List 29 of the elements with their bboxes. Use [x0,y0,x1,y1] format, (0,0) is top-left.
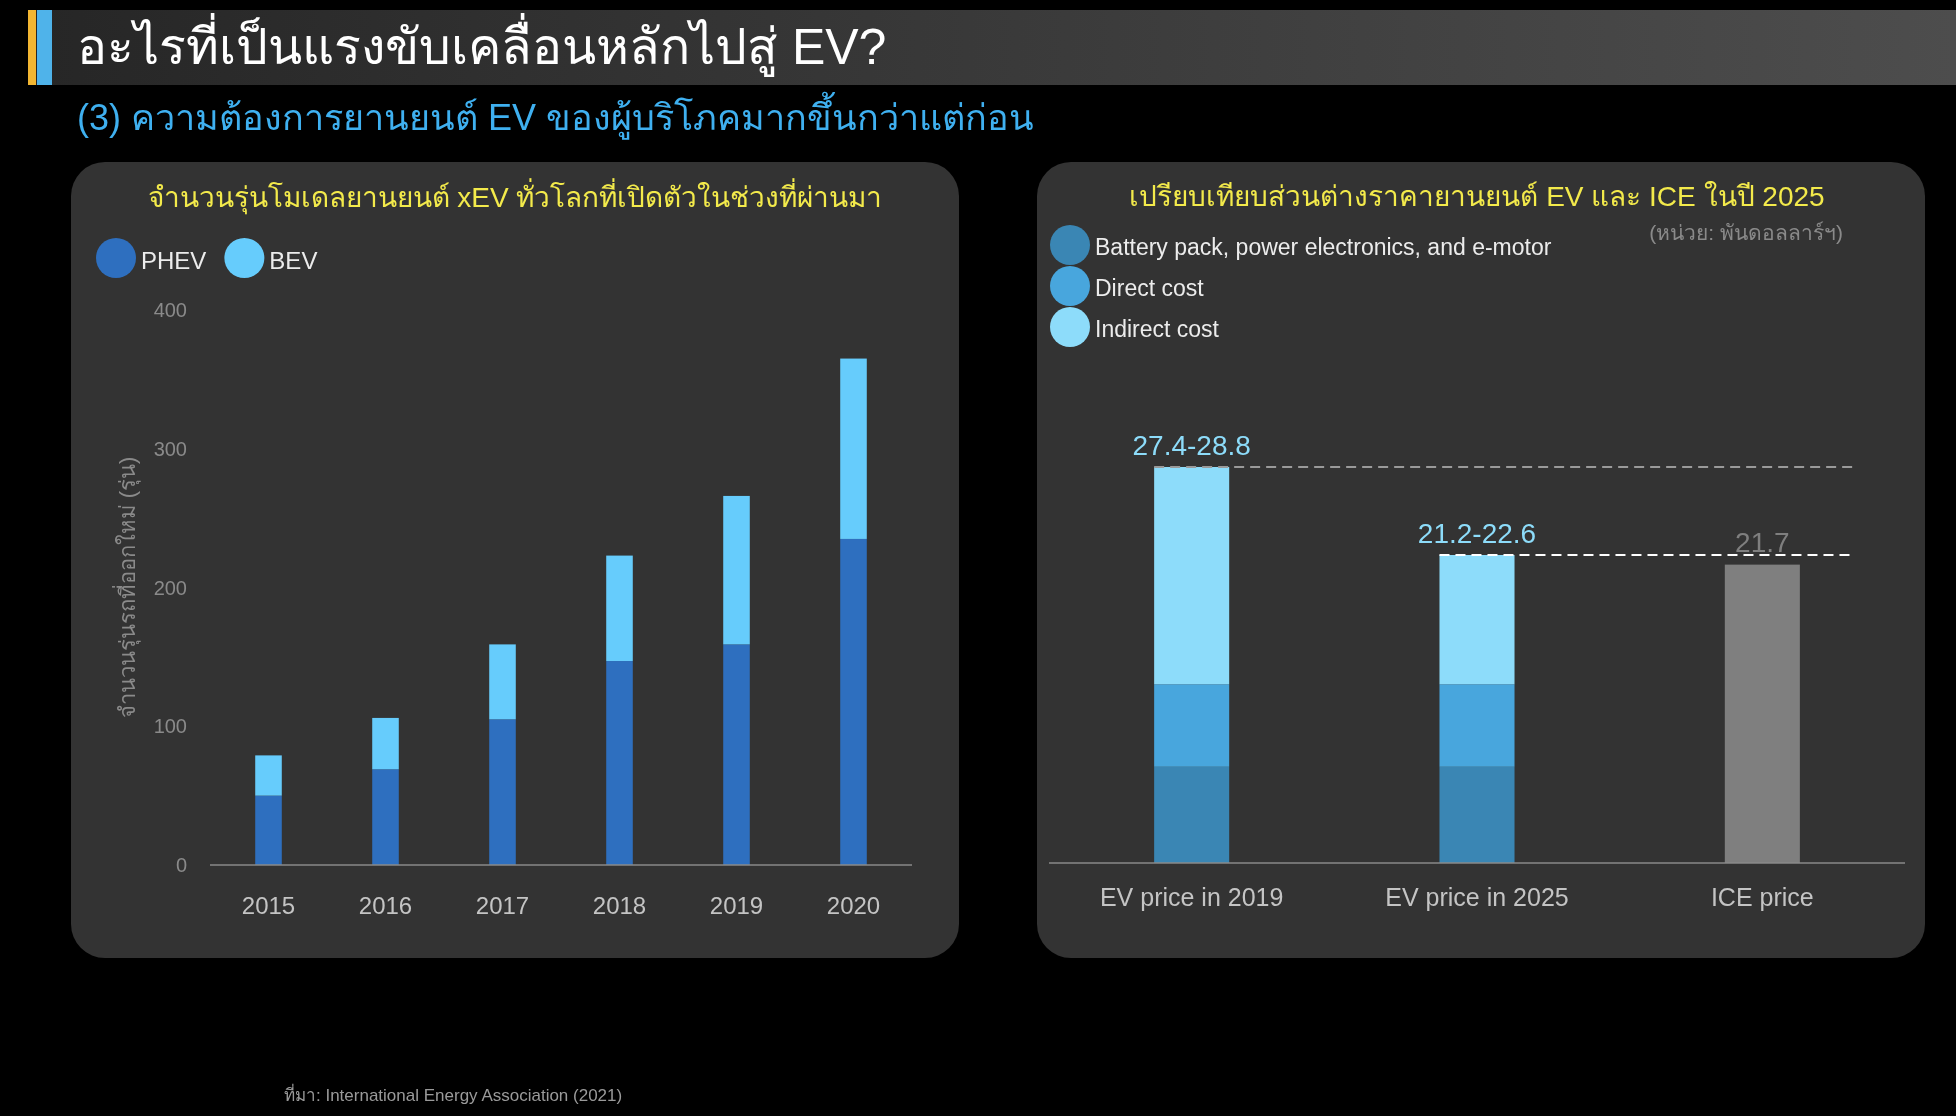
legend-label: BEV [269,246,318,274]
x-tick-label: 2018 [592,891,647,919]
legend-label: PHEV [141,246,207,274]
x-tick-label: 2015 [241,891,296,919]
legend-label: Direct cost [1095,275,1205,301]
annotation: ที่มา: International Energy Association (2021) [284,1082,623,1110]
legend-label: Battery pack, power electronics, and e-motor [1095,234,1552,260]
chart-subtitle: (หน่วย: พันดอลลาร์ฯ) [1649,220,1843,244]
x-tick-label: EV price in 2019 [1099,883,1284,911]
annotation: อะไรที่เป็นแรงขับเคลื่อนหลักไปสู่ EV? [77,7,887,87]
data-label: 21.2-22.6 [1417,517,1537,549]
annotation: (3) ความต้องการยานยนต์ EV ของผู้บริโภคมากขึ้นกว่าแต่ก่อน [77,89,1035,147]
x-tick-label: 2019 [709,891,764,919]
y-tick-label: 200 [153,576,187,599]
data-label: 27.4-28.8 [1132,429,1251,461]
x-tick-label: 2017 [475,891,530,919]
x-tick-label: ICE price [1710,883,1814,911]
x-tick-label: 2020 [826,891,881,919]
y-tick-label: 300 [153,437,187,460]
y-axis-title: จำนวนรุ่นรถที่ออกใหม่ (รุ่น) [111,456,141,719]
chart-title: จำนวนรุ่นโมเดลยานยนต์ xEV ทั่วโลกที่เปิดตัวในช่วงที่ผ่านมา [147,177,883,215]
legend-label: Indirect cost [1095,316,1220,342]
data-label: 21.7 [1735,527,1790,559]
y-tick-label: 100 [153,715,187,738]
y-tick-label: 0 [175,854,187,876]
chart-title: เปรียบเทียบส่วนต่างราคายานยนต์ EV และ ICE ในปี 2025 [1129,179,1825,212]
y-tick-label: 400 [153,299,187,321]
x-tick-label: EV price in 2025 [1385,883,1569,911]
x-tick-label: 2016 [358,891,413,919]
